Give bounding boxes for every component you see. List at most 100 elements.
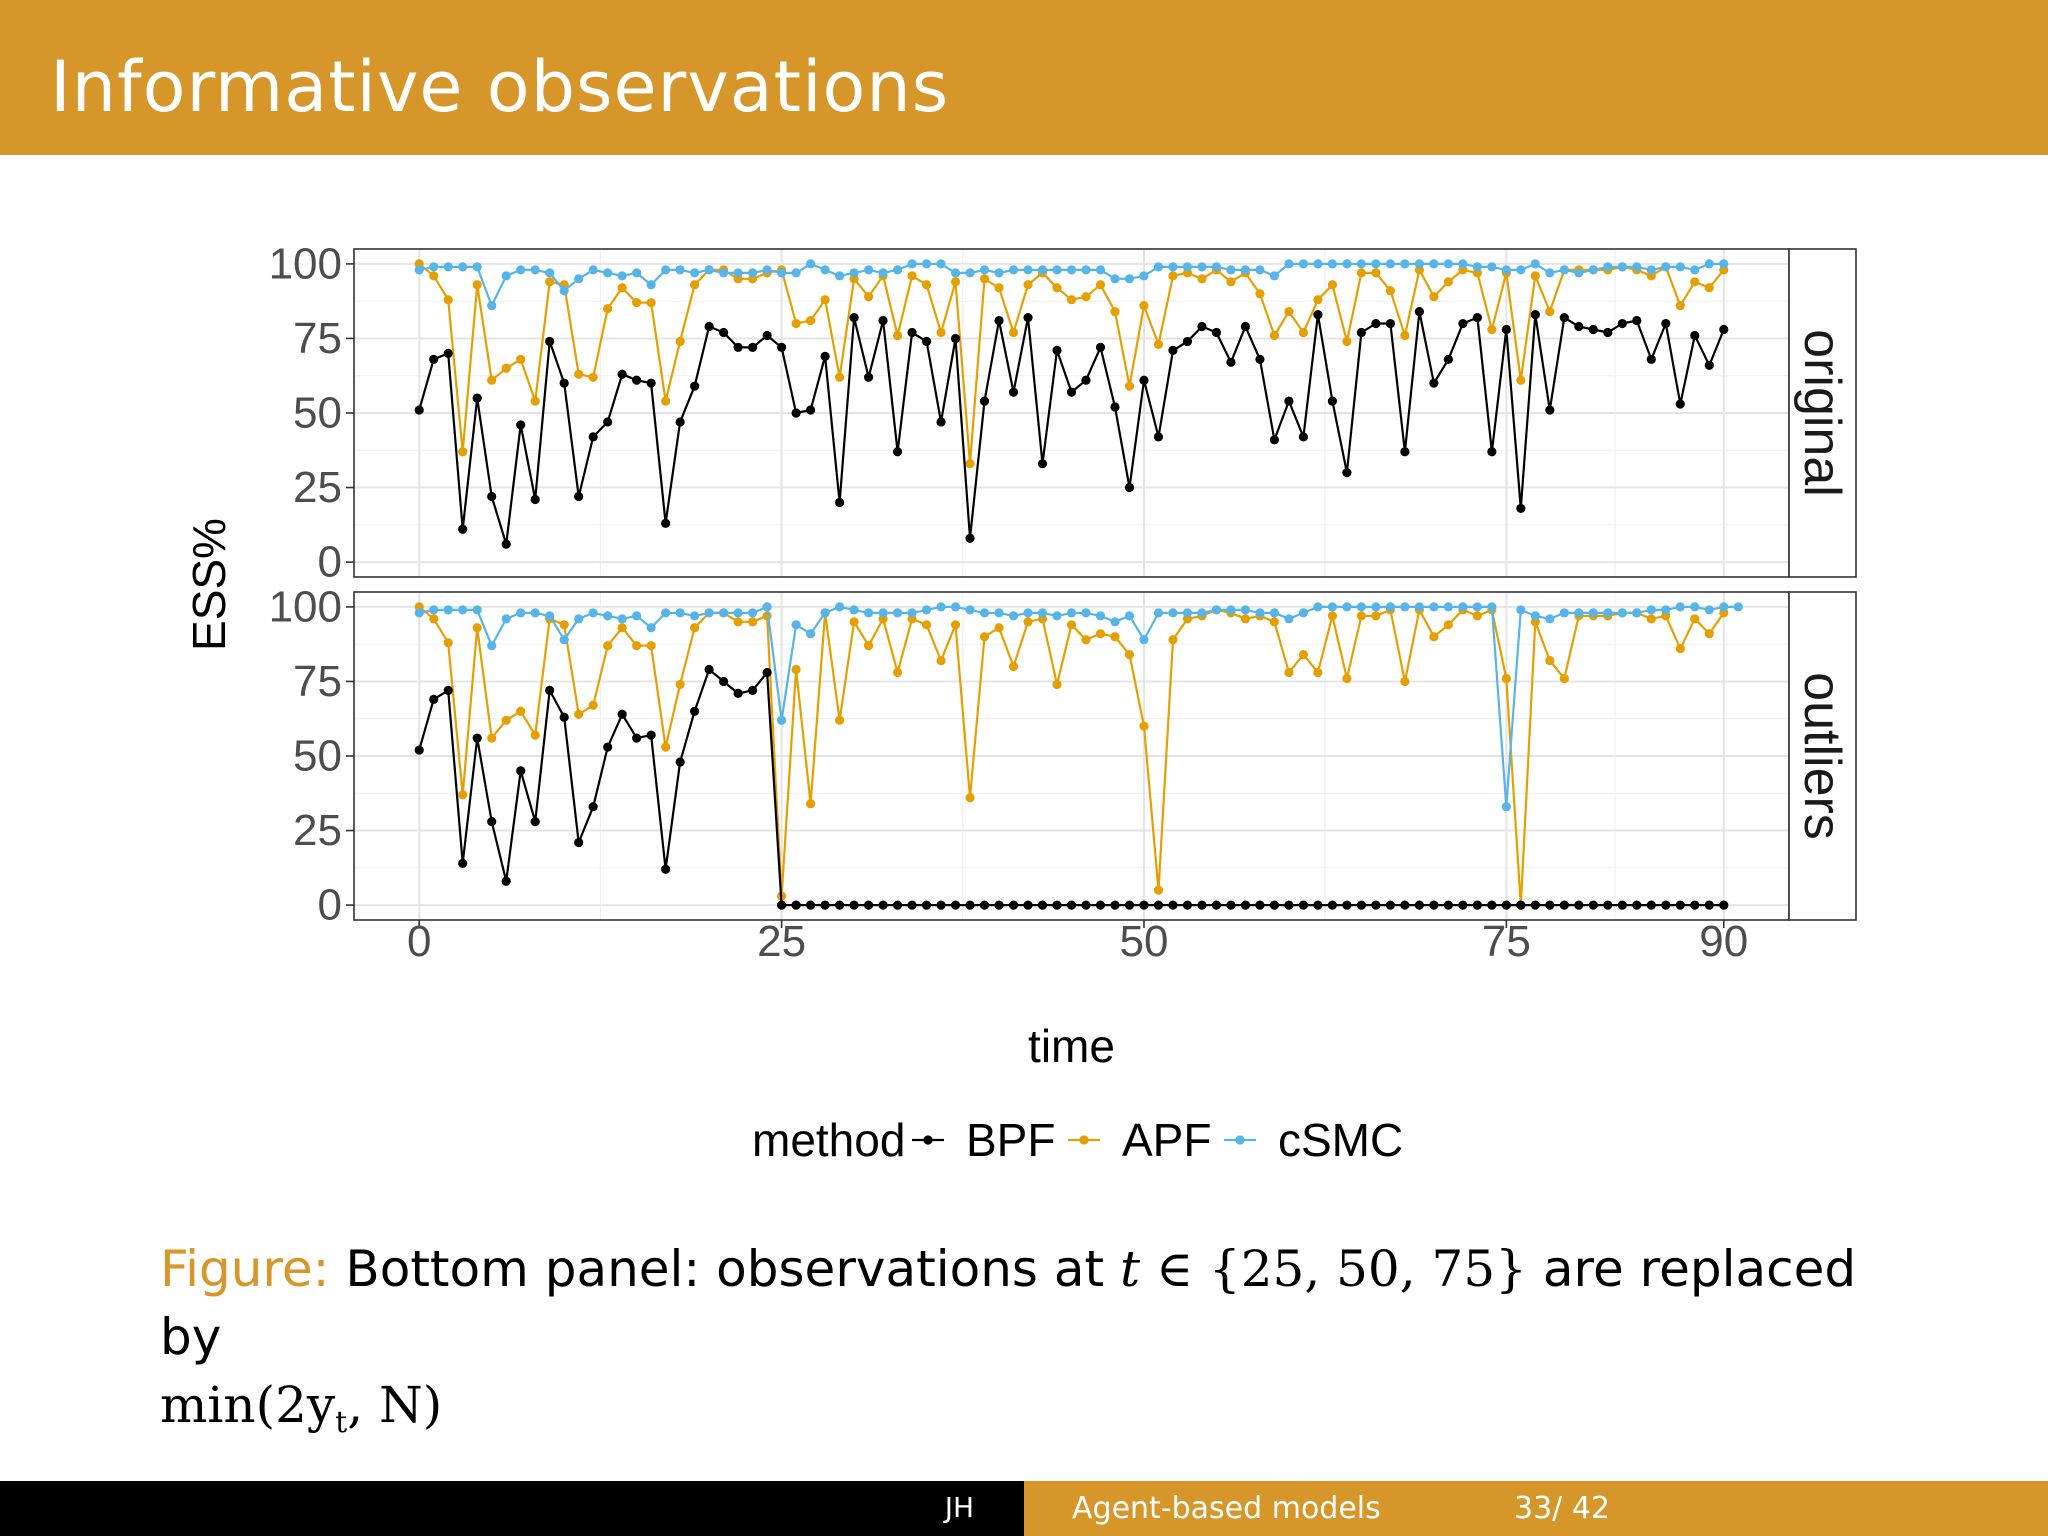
data-point [1066, 387, 1077, 397]
data-point [1298, 432, 1309, 442]
data-point [1298, 650, 1309, 660]
data-point [516, 354, 526, 364]
data-point [1646, 900, 1656, 910]
data-point [1168, 635, 1178, 645]
data-point [1153, 262, 1164, 272]
data-point [458, 262, 468, 272]
data-point [805, 315, 816, 326]
data-point [1443, 602, 1453, 612]
data-point [704, 321, 714, 332]
data-point [1153, 885, 1164, 895]
data-point [1617, 262, 1627, 272]
data-point [1690, 602, 1700, 612]
data-point [472, 393, 482, 403]
data-point [748, 608, 758, 618]
data-point [719, 268, 729, 278]
data-point [1690, 277, 1700, 287]
data-point [892, 265, 903, 275]
data-point [1066, 620, 1077, 630]
data-point [487, 641, 497, 651]
data-point [1487, 602, 1497, 612]
data-point [588, 608, 598, 618]
data-point [458, 605, 468, 615]
data-point [921, 620, 932, 630]
data-point [791, 900, 801, 910]
data-point [675, 265, 685, 275]
data-point [1690, 900, 1700, 910]
data-point [617, 283, 627, 293]
data-point [1052, 611, 1062, 621]
data-point [1139, 271, 1149, 281]
data-point [1124, 381, 1135, 391]
data-point [1284, 900, 1294, 910]
data-point [1066, 608, 1077, 618]
data-point [863, 292, 874, 302]
data-point [1603, 262, 1613, 272]
data-point [1168, 345, 1178, 355]
data-point [1545, 307, 1555, 317]
data-point [834, 497, 845, 508]
data-point [1023, 608, 1033, 618]
data-point [1269, 435, 1280, 445]
data-point [921, 336, 932, 347]
data-point [1501, 673, 1511, 684]
data-point [414, 608, 424, 618]
data-point [1545, 900, 1555, 910]
data-point [1719, 324, 1729, 335]
data-point [632, 641, 642, 651]
data-point [414, 405, 424, 415]
data-point [1458, 602, 1468, 612]
x-axis-title: time [1028, 1020, 1115, 1072]
y-tick-label: 75 [293, 657, 342, 706]
data-point [1690, 330, 1700, 341]
data-point [1095, 900, 1106, 910]
data-point [632, 268, 642, 278]
data-point [907, 900, 917, 910]
data-point [1429, 259, 1439, 269]
data-point [1675, 900, 1685, 910]
data-point [849, 617, 859, 627]
data-point [458, 858, 468, 868]
data-point [1429, 292, 1439, 302]
data-point [690, 381, 700, 391]
data-point [1400, 602, 1410, 612]
data-point [1530, 310, 1540, 320]
data-point [1588, 324, 1598, 335]
data-point [1443, 259, 1453, 269]
data-point [1197, 262, 1207, 272]
data-point [892, 900, 903, 910]
data-point [1110, 632, 1120, 642]
data-point [603, 742, 613, 752]
data-point [1327, 280, 1338, 290]
data-point [1298, 900, 1309, 910]
data-point [1443, 900, 1453, 910]
data-point [443, 262, 453, 272]
data-point [1052, 283, 1062, 293]
data-point [1211, 327, 1222, 338]
legend-key-point [1079, 1135, 1089, 1145]
data-point [1385, 318, 1395, 329]
data-point [936, 417, 946, 427]
y-tick-label: 50 [293, 732, 342, 781]
data-point [603, 268, 613, 278]
data-point [1617, 318, 1627, 329]
data-point [936, 602, 946, 612]
data-point [1400, 676, 1410, 687]
data-point [1023, 312, 1033, 323]
data-point [777, 268, 787, 278]
data-point [1008, 661, 1019, 672]
y-tick-label: 0 [318, 881, 342, 930]
data-point [501, 614, 511, 624]
data-point [1327, 396, 1338, 406]
data-point [1298, 259, 1309, 269]
data-point [1066, 265, 1077, 275]
data-point [936, 900, 946, 910]
data-point [632, 375, 642, 385]
data-point [429, 262, 439, 272]
data-point [1255, 608, 1265, 618]
data-point [690, 706, 700, 716]
data-point [1487, 262, 1497, 272]
data-point [1675, 262, 1685, 272]
data-point [1342, 602, 1352, 612]
data-point [1385, 900, 1395, 910]
